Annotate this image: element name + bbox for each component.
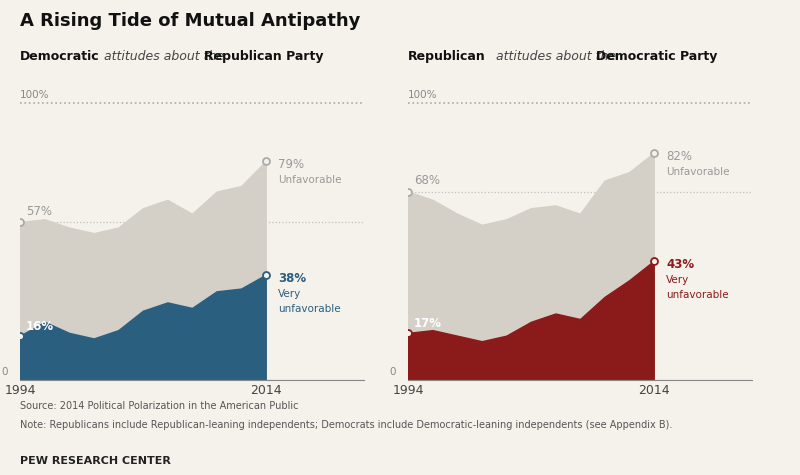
Text: 82%: 82% bbox=[666, 150, 692, 163]
Text: attitudes about the: attitudes about the bbox=[100, 50, 228, 63]
Text: A Rising Tide of Mutual Antipathy: A Rising Tide of Mutual Antipathy bbox=[20, 12, 360, 30]
Text: Unfavorable: Unfavorable bbox=[666, 167, 730, 177]
Text: 100%: 100% bbox=[408, 90, 438, 100]
Text: 16%: 16% bbox=[26, 320, 54, 333]
Text: 79%: 79% bbox=[278, 158, 304, 171]
Text: 43%: 43% bbox=[666, 258, 694, 271]
Text: PEW RESEARCH CENTER: PEW RESEARCH CENTER bbox=[20, 456, 171, 466]
Text: 68%: 68% bbox=[414, 174, 440, 188]
Text: 17%: 17% bbox=[414, 317, 442, 330]
Text: 38%: 38% bbox=[278, 272, 306, 285]
Text: Democratic Party: Democratic Party bbox=[596, 50, 718, 63]
Text: unfavorable: unfavorable bbox=[278, 304, 341, 314]
Text: Republican Party: Republican Party bbox=[204, 50, 323, 63]
Text: 100%: 100% bbox=[20, 90, 50, 100]
Text: Note: Republicans include Republican-leaning independents; Democrats include Dem: Note: Republicans include Republican-lea… bbox=[20, 420, 672, 430]
Text: Very: Very bbox=[666, 275, 690, 285]
Text: Very: Very bbox=[278, 288, 302, 299]
Text: unfavorable: unfavorable bbox=[666, 290, 729, 300]
Text: attitudes about the: attitudes about the bbox=[492, 50, 620, 63]
Text: 0: 0 bbox=[390, 367, 396, 377]
Text: Democratic: Democratic bbox=[20, 50, 100, 63]
Text: Unfavorable: Unfavorable bbox=[278, 175, 342, 185]
Text: 0: 0 bbox=[2, 367, 8, 377]
Text: 57%: 57% bbox=[26, 205, 52, 218]
Text: Source: 2014 Political Polarization in the American Public: Source: 2014 Political Polarization in t… bbox=[20, 401, 298, 411]
Text: Republican: Republican bbox=[408, 50, 486, 63]
